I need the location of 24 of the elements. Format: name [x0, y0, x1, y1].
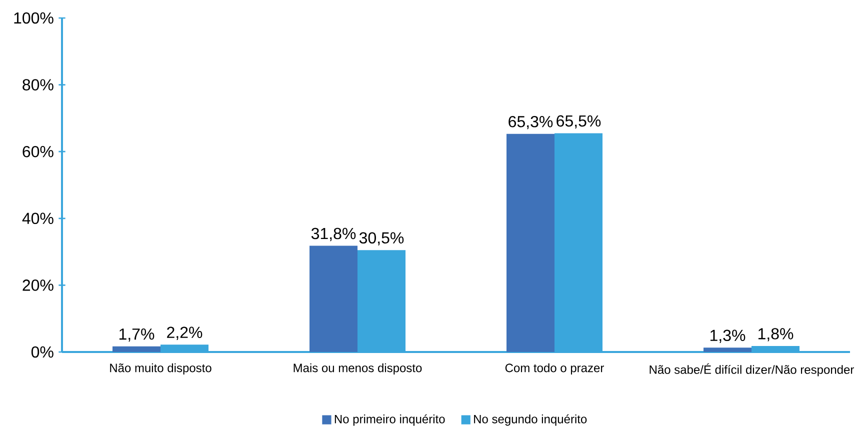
bar [310, 246, 358, 352]
y-tick-label: 100% [14, 12, 54, 24]
data-label: 1,8% [758, 328, 794, 342]
data-label: 65,5% [556, 115, 601, 129]
bar [112, 346, 160, 352]
x-tick-label: Não muito disposto [110, 363, 212, 375]
legend-label: No primeiro inquérito [334, 414, 445, 426]
data-label: 65,3% [508, 116, 553, 130]
x-tick-label: Mais ou menos disposto [294, 363, 422, 375]
y-tick-label: 20% [22, 280, 54, 291]
data-label: 1,3% [710, 330, 746, 343]
x-tick-label: Não sabe/É difícil dizer/Não responder [650, 363, 854, 376]
y-tick-label: 0% [31, 346, 54, 358]
data-label: 31,8% [311, 228, 356, 242]
y-tick-label: 80% [22, 79, 54, 90]
bar [506, 134, 555, 352]
data-label: 2,2% [167, 326, 202, 340]
y-tick-label: 60% [22, 146, 54, 158]
legend-label: No segundo inquérito [474, 414, 587, 426]
y-tick-label: 40% [22, 212, 54, 224]
bar [704, 348, 752, 352]
data-label: 1,7% [119, 328, 154, 342]
x-tick-label: Com todo o prazer [505, 363, 604, 375]
data-label: 30,5% [359, 232, 404, 246]
